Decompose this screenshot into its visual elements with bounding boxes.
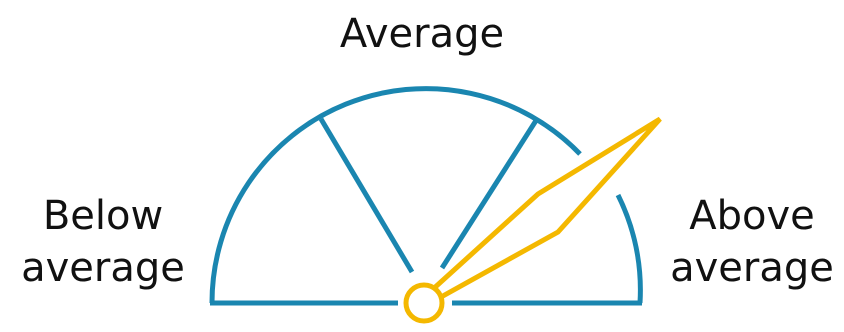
gauge-pivot — [403, 282, 445, 324]
gauge-divider-left — [318, 117, 415, 274]
gauge-arc-right — [615, 193, 643, 304]
label-average: Average — [330, 8, 514, 60]
label-below-average-line2: average — [21, 245, 185, 291]
gauge-arc-main — [209, 86, 582, 304]
label-below-average: Below average — [8, 190, 198, 294]
label-above-average-line1: Above — [689, 193, 815, 239]
label-average-text: Average — [339, 11, 505, 57]
label-below-average-line1: Below — [42, 193, 164, 239]
label-above-average: Above average — [664, 190, 840, 294]
label-above-average-line2: average — [670, 245, 834, 291]
gauge-divider-right — [439, 117, 540, 270]
